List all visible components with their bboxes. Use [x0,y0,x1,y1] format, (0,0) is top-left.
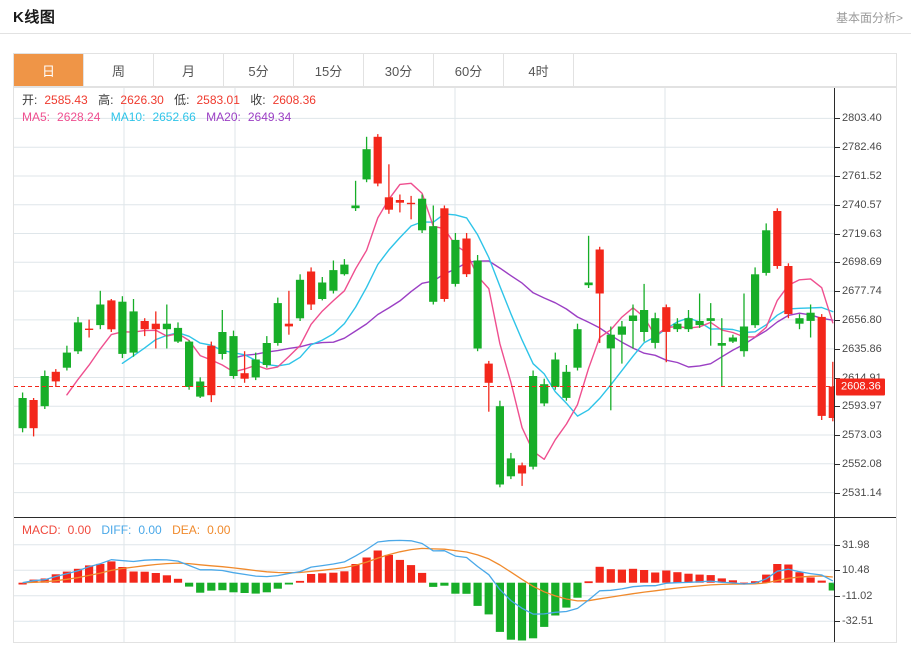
tab-60分[interactable]: 60分 [434,54,504,86]
price-tick-label: 2761.52 [842,170,882,182]
page-title: K线图 [13,9,56,26]
price-tick-label: 2656.80 [842,313,882,326]
price-tick-mark [835,291,840,293]
price-tick-label: 2698.69 [842,256,882,269]
macd-pane[interactable]: 31.98 10.48 -11.02 -32.51 MACD: 0.00 DIFF: 0.… [14,518,896,642]
macd-tick-mark [835,570,840,572]
macd-axis: 31.98 10.48 -11.02 -32.51 [834,518,896,642]
tab-5分[interactable]: 5分 [224,54,294,86]
macd-tick-label: 10.48 [842,564,870,577]
current-price-badge: 2608.36 [836,378,885,395]
price-tick-label: 2803.40 [842,112,882,125]
period-tabbar: 日周月 5分 15分 30分 60分 4时 [13,53,897,87]
price-tick-label: 2573.03 [842,429,882,441]
price-tick-label: 2740.57 [842,198,882,211]
price-tick-mark [835,348,840,350]
price-pane[interactable]: 2803.40 2782.46 2761.52 2740.57 2719.63 2698.… [14,88,896,518]
page-header: K线图 基本面分析> [0,0,911,34]
price-tick-label: 2635.86 [842,342,882,355]
tabbar-filler [574,54,896,86]
tab-周[interactable]: 周 [84,54,154,86]
tab-15分[interactable]: 15分 [294,54,364,86]
price-tick-label: 2719.63 [842,227,882,240]
price-tick-mark [835,463,840,465]
macd-tick-mark [835,621,840,623]
price-tick-label: 2531.14 [842,486,882,499]
chart-frame: 2803.40 2782.46 2761.52 2740.57 2719.63 2698.… [13,87,897,643]
price-tick-mark [835,118,840,120]
price-tick-label: 2552.08 [842,457,882,470]
price-tick-mark [835,492,840,494]
price-tick-label: 2782.46 [842,141,882,154]
tab-4时[interactable]: 4时 [504,54,574,86]
macd-tick-label: -11.02 [842,589,873,602]
price-tick-mark [835,262,840,264]
price-tick-mark [835,176,840,177]
price-tick-mark [835,204,840,206]
price-tick-mark [835,233,840,235]
fundamental-analysis-link[interactable]: 基本面分析> [835,11,903,25]
tab-30分[interactable]: 30分 [364,54,434,86]
price-tick-label: 2677.74 [842,285,882,298]
price-tick-mark [835,147,840,149]
macd-tick-label: 31.98 [842,538,870,551]
candlestick-plot [14,88,834,517]
macd-tick-mark [835,544,840,546]
tab-日[interactable]: 日 [14,54,84,86]
price-tick-mark [835,319,840,321]
price-tick-label: 2593.97 [842,400,882,413]
tab-月[interactable]: 月 [154,54,224,86]
macd-tick-mark [835,595,840,597]
macd-tick-label: -32.51 [842,615,874,628]
macd-plot [14,518,834,642]
price-axis: 2803.40 2782.46 2761.52 2740.57 2719.63 2698.… [834,88,896,517]
price-tick-mark [835,406,840,408]
price-tick-mark [835,435,840,436]
